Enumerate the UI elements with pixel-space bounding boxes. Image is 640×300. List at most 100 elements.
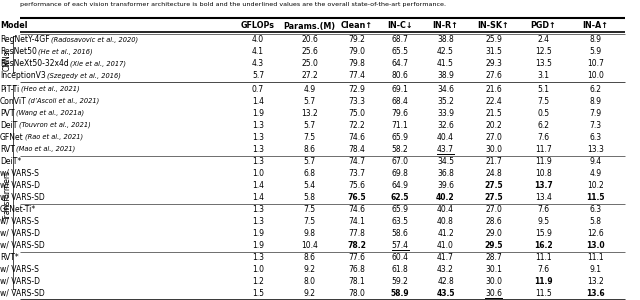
- Text: 31.5: 31.5: [485, 47, 502, 56]
- Text: 8.9: 8.9: [589, 35, 602, 44]
- Text: 30.0: 30.0: [485, 277, 502, 286]
- Text: 1.3: 1.3: [252, 133, 264, 142]
- Text: 65.5: 65.5: [392, 47, 408, 56]
- Text: PiT-Ti: PiT-Ti: [0, 85, 19, 94]
- Text: (Rao et al., 2021): (Rao et al., 2021): [25, 134, 83, 140]
- Text: 1.3: 1.3: [252, 205, 264, 214]
- Text: w/ VARS-SD: w/ VARS-SD: [0, 241, 45, 250]
- Text: 13.0: 13.0: [586, 241, 605, 250]
- Text: IN-R↑: IN-R↑: [433, 22, 458, 31]
- Text: 61.8: 61.8: [392, 265, 408, 274]
- Text: 6.3: 6.3: [589, 205, 602, 214]
- Text: 42.5: 42.5: [437, 47, 454, 56]
- Text: 77.4: 77.4: [348, 71, 365, 80]
- Text: 6.3: 6.3: [589, 133, 602, 142]
- Text: 22.4: 22.4: [485, 97, 502, 106]
- Text: 38.8: 38.8: [437, 35, 454, 44]
- Text: 5.8: 5.8: [303, 193, 316, 202]
- Text: 65.9: 65.9: [392, 205, 408, 214]
- Text: 34.6: 34.6: [437, 85, 454, 94]
- Text: 5.9: 5.9: [589, 47, 602, 56]
- Text: PVT: PVT: [0, 109, 15, 118]
- Text: 9.2: 9.2: [303, 265, 316, 274]
- Text: 11.1: 11.1: [587, 253, 604, 262]
- Text: (Wang et al., 2021a): (Wang et al., 2021a): [16, 110, 84, 116]
- Text: 5.7: 5.7: [303, 157, 316, 166]
- Text: 1.3: 1.3: [252, 253, 264, 262]
- Text: 57.4: 57.4: [392, 241, 408, 250]
- Text: 12.5: 12.5: [535, 47, 552, 56]
- Text: 1.9: 1.9: [252, 241, 264, 250]
- Text: 74.1: 74.1: [348, 217, 365, 226]
- Text: 58.2: 58.2: [392, 145, 408, 154]
- Text: 36.8: 36.8: [437, 169, 454, 178]
- Text: w/ VARS-SD: w/ VARS-SD: [0, 289, 45, 298]
- Text: 10.0: 10.0: [587, 71, 604, 80]
- Text: 41.7: 41.7: [437, 253, 454, 262]
- Text: 74.6: 74.6: [348, 205, 365, 214]
- Text: 3.1: 3.1: [538, 71, 550, 80]
- Text: Transformers: Transformers: [3, 169, 12, 220]
- Text: 6.2: 6.2: [538, 121, 550, 130]
- Text: 63.5: 63.5: [392, 217, 408, 226]
- Text: Model: Model: [0, 22, 28, 31]
- Text: 27.0: 27.0: [485, 205, 502, 214]
- Text: GFLOPs: GFLOPs: [241, 22, 275, 31]
- Text: 74.6: 74.6: [348, 133, 365, 142]
- Text: 13.2: 13.2: [587, 277, 604, 286]
- Text: 43.5: 43.5: [436, 289, 455, 298]
- Text: 64.9: 64.9: [392, 181, 408, 190]
- Text: 1.0: 1.0: [252, 265, 264, 274]
- Text: 38.9: 38.9: [437, 71, 454, 80]
- Text: 10.7: 10.7: [587, 59, 604, 68]
- Text: PGD↑: PGD↑: [531, 22, 556, 31]
- Text: 8.6: 8.6: [303, 145, 316, 154]
- Text: 11.5: 11.5: [586, 193, 605, 202]
- Text: 42.8: 42.8: [437, 277, 454, 286]
- Text: (Touvron et al., 2021): (Touvron et al., 2021): [19, 122, 91, 128]
- Text: 29.5: 29.5: [484, 241, 503, 250]
- Text: 28.6: 28.6: [485, 217, 502, 226]
- Text: IN-C↓: IN-C↓: [387, 22, 413, 31]
- Text: 79.8: 79.8: [348, 59, 365, 68]
- Text: w/ VARS-S: w/ VARS-S: [0, 217, 39, 226]
- Text: 6.8: 6.8: [303, 169, 316, 178]
- Text: 80.6: 80.6: [392, 71, 408, 80]
- Text: 79.2: 79.2: [348, 35, 365, 44]
- Text: 27.2: 27.2: [301, 71, 318, 80]
- Text: 25.6: 25.6: [301, 47, 318, 56]
- Text: 1.4: 1.4: [252, 193, 264, 202]
- Text: 7.5: 7.5: [303, 217, 316, 226]
- Text: DeiT*: DeiT*: [0, 157, 21, 166]
- Text: 69.8: 69.8: [392, 169, 408, 178]
- Text: InceptionV3: InceptionV3: [0, 71, 45, 80]
- Text: IN-A↑: IN-A↑: [582, 22, 609, 31]
- Text: 72.2: 72.2: [348, 121, 365, 130]
- Text: 10.4: 10.4: [301, 241, 318, 250]
- Text: DeiT: DeiT: [0, 121, 17, 130]
- Text: 20.6: 20.6: [301, 35, 318, 44]
- Text: 0.7: 0.7: [252, 85, 264, 94]
- Text: 41.2: 41.2: [437, 229, 454, 238]
- Text: 30.0: 30.0: [485, 145, 502, 154]
- Text: (He et al., 2016): (He et al., 2016): [38, 48, 93, 55]
- Text: 21.5: 21.5: [485, 109, 502, 118]
- Text: 7.5: 7.5: [538, 97, 550, 106]
- Text: CNNs: CNNs: [3, 51, 12, 71]
- Text: 8.0: 8.0: [303, 277, 316, 286]
- Text: 68.7: 68.7: [392, 35, 408, 44]
- Text: 71.1: 71.1: [392, 121, 408, 130]
- Text: 29.3: 29.3: [485, 59, 502, 68]
- Text: 43.7: 43.7: [437, 145, 454, 154]
- Text: 13.2: 13.2: [301, 109, 318, 118]
- Text: 20.2: 20.2: [485, 121, 502, 130]
- Text: 1.3: 1.3: [252, 145, 264, 154]
- Text: 0.5: 0.5: [538, 109, 550, 118]
- Text: 75.6: 75.6: [348, 181, 365, 190]
- Text: ResNeXt50-32x4d: ResNeXt50-32x4d: [0, 59, 68, 68]
- Text: 5.8: 5.8: [589, 217, 602, 226]
- Text: performance of each vision transformer architecture is bold and the underlined v: performance of each vision transformer a…: [20, 2, 446, 7]
- Text: 13.7: 13.7: [534, 181, 553, 190]
- Text: 13.4: 13.4: [535, 193, 552, 202]
- Text: 68.4: 68.4: [392, 97, 408, 106]
